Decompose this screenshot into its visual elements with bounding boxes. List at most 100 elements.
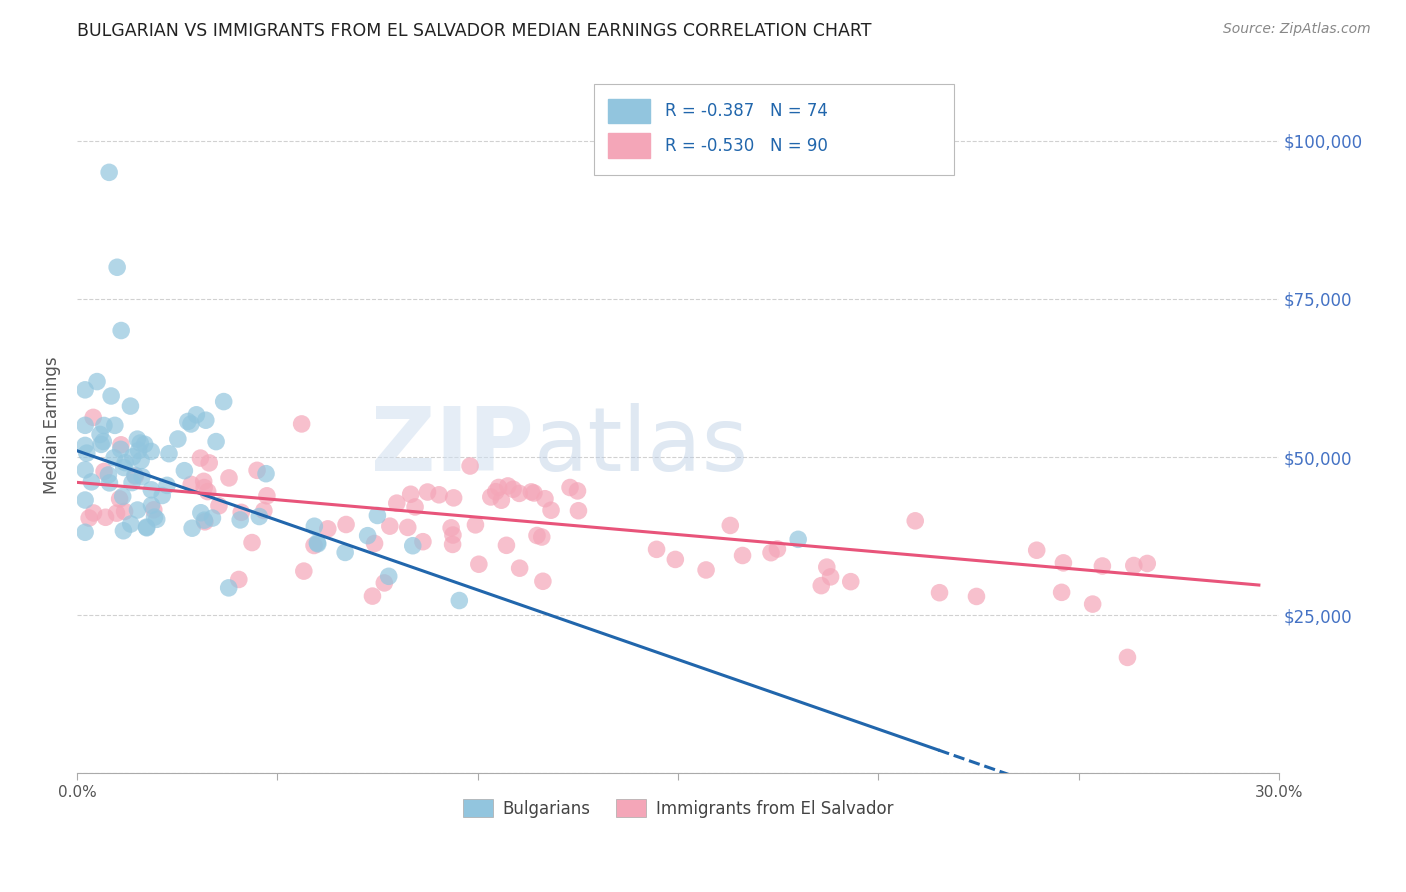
- Point: [335, 517, 357, 532]
- Point: [127, 432, 149, 446]
- Point: [904, 514, 927, 528]
- Point: [141, 483, 163, 497]
- Point: [488, 480, 510, 494]
- Point: [75, 383, 97, 397]
- Point: [100, 389, 122, 403]
- Point: [508, 486, 530, 500]
- Point: [124, 469, 146, 483]
- Point: [91, 434, 114, 449]
- Point: [363, 536, 385, 550]
- Point: [98, 475, 121, 490]
- Text: Source: ZipAtlas.com: Source: ZipAtlas.com: [1223, 22, 1371, 37]
- Point: [366, 508, 388, 523]
- Point: [759, 546, 782, 560]
- Point: [254, 467, 277, 481]
- Point: [534, 491, 557, 506]
- Point: [110, 442, 132, 457]
- Point: [468, 558, 491, 572]
- Point: [731, 549, 754, 563]
- Point: [127, 503, 149, 517]
- Point: [167, 432, 190, 446]
- Point: [201, 511, 224, 525]
- Point: [124, 468, 146, 483]
- FancyBboxPatch shape: [593, 85, 955, 175]
- Point: [567, 483, 589, 498]
- Point: [157, 447, 180, 461]
- Point: [441, 528, 464, 542]
- Point: [307, 537, 329, 551]
- Point: [141, 498, 163, 512]
- Point: [114, 456, 136, 470]
- Point: [228, 573, 250, 587]
- Point: [523, 486, 546, 500]
- Point: [186, 408, 208, 422]
- Point: [440, 521, 463, 535]
- Point: [558, 481, 581, 495]
- Point: [75, 438, 97, 452]
- Point: [378, 519, 401, 533]
- Point: [495, 538, 517, 552]
- Point: [496, 479, 519, 493]
- Point: [120, 399, 142, 413]
- Point: [231, 505, 253, 519]
- Point: [810, 579, 832, 593]
- Point: [142, 503, 165, 517]
- Point: [93, 465, 115, 479]
- Point: [93, 418, 115, 433]
- Bar: [609, 134, 651, 158]
- Point: [212, 394, 235, 409]
- Point: [316, 522, 339, 536]
- Point: [441, 537, 464, 551]
- Point: [194, 515, 217, 529]
- Bar: [609, 99, 651, 123]
- Point: [333, 545, 356, 559]
- Text: atlas: atlas: [534, 403, 749, 490]
- Point: [443, 491, 465, 505]
- Point: [135, 521, 157, 535]
- Text: ZIP: ZIP: [371, 403, 534, 490]
- Point: [97, 467, 120, 482]
- Point: [108, 491, 131, 506]
- Point: [150, 488, 173, 502]
- Point: [766, 541, 789, 556]
- Point: [111, 490, 134, 504]
- Y-axis label: Median Earnings: Median Earnings: [44, 357, 60, 494]
- Point: [839, 574, 862, 589]
- Point: [181, 521, 204, 535]
- Point: [143, 510, 166, 524]
- Point: [526, 528, 548, 542]
- Point: [112, 524, 135, 538]
- Point: [240, 535, 263, 549]
- Point: [815, 560, 838, 574]
- Text: R = -0.387   N = 74: R = -0.387 N = 74: [665, 102, 828, 120]
- Point: [399, 487, 422, 501]
- Point: [105, 260, 128, 275]
- Point: [190, 506, 212, 520]
- Point: [94, 510, 117, 524]
- Point: [530, 530, 553, 544]
- Point: [509, 561, 531, 575]
- Point: [256, 489, 278, 503]
- Point: [377, 569, 399, 583]
- Point: [86, 375, 108, 389]
- Point: [104, 418, 127, 433]
- Point: [1052, 556, 1074, 570]
- Point: [89, 427, 111, 442]
- Point: [540, 503, 562, 517]
- Point: [75, 418, 97, 433]
- Point: [464, 517, 486, 532]
- Point: [253, 503, 276, 517]
- Point: [718, 518, 741, 533]
- Point: [291, 417, 314, 431]
- Point: [485, 484, 508, 499]
- Point: [1116, 650, 1139, 665]
- Point: [218, 471, 240, 485]
- Point: [520, 484, 543, 499]
- Point: [110, 438, 132, 452]
- Point: [105, 506, 128, 520]
- Point: [131, 469, 153, 483]
- Point: [76, 446, 98, 460]
- Point: [193, 475, 215, 489]
- Point: [304, 519, 326, 533]
- Point: [135, 520, 157, 534]
